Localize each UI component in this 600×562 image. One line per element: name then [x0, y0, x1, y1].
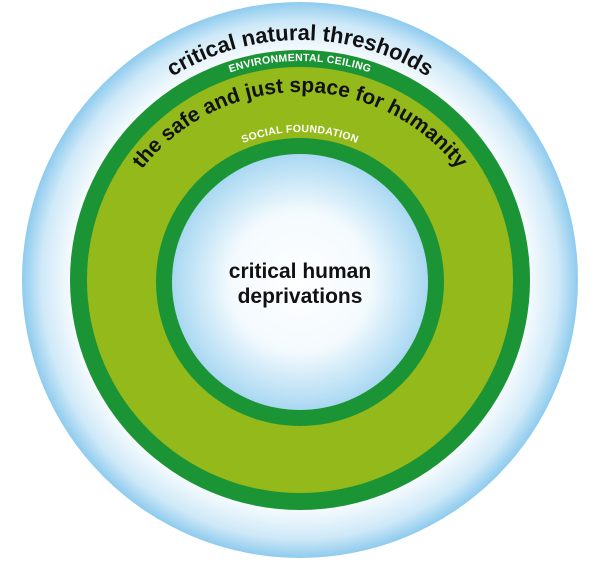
center-core: [172, 154, 428, 410]
center-label-line1: critical human: [229, 260, 371, 283]
center-label-line2: deprivations: [238, 285, 363, 308]
